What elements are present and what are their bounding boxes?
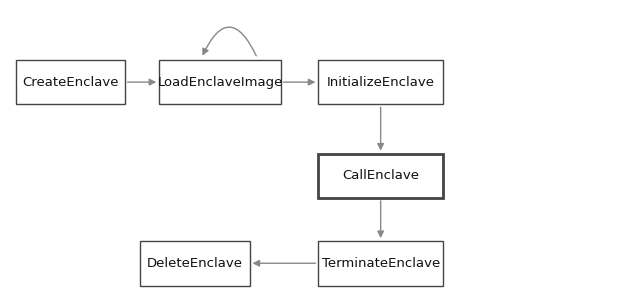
Text: InitializeEnclave: InitializeEnclave xyxy=(326,76,435,89)
Text: TerminateEnclave: TerminateEnclave xyxy=(321,257,440,270)
FancyBboxPatch shape xyxy=(318,154,443,198)
Text: LoadEnclaveImage: LoadEnclaveImage xyxy=(157,76,283,89)
Text: DeleteEnclave: DeleteEnclave xyxy=(147,257,243,270)
Text: CallEnclave: CallEnclave xyxy=(342,169,419,182)
FancyBboxPatch shape xyxy=(140,241,250,286)
FancyBboxPatch shape xyxy=(318,241,443,286)
FancyBboxPatch shape xyxy=(318,60,443,104)
Text: CreateEnclave: CreateEnclave xyxy=(22,76,119,89)
FancyBboxPatch shape xyxy=(159,60,281,104)
FancyBboxPatch shape xyxy=(16,60,125,104)
